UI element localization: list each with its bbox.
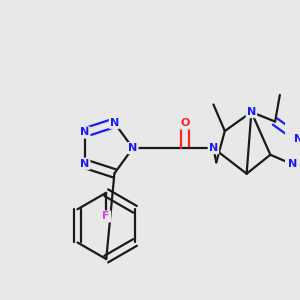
Text: N: N <box>110 118 119 128</box>
Text: N: N <box>80 128 89 137</box>
Text: O: O <box>180 118 190 128</box>
Text: F: F <box>103 212 110 221</box>
Text: N: N <box>287 159 297 169</box>
Text: N: N <box>128 143 137 153</box>
Text: N: N <box>80 159 89 169</box>
Text: N: N <box>209 143 218 153</box>
Text: N: N <box>294 134 300 144</box>
Text: N: N <box>247 107 256 117</box>
